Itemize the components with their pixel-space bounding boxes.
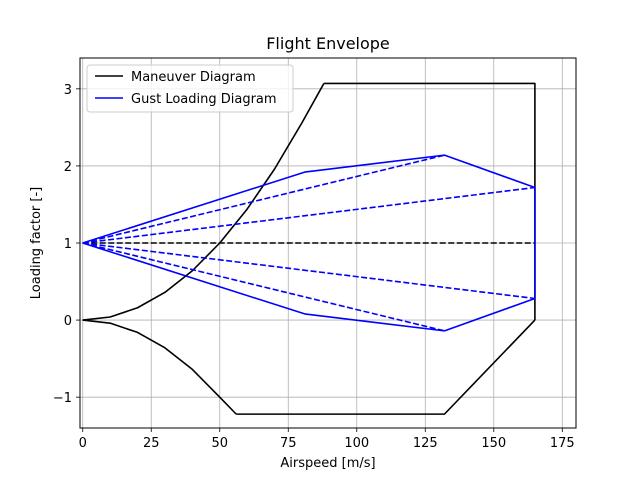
maneuver-solid-line [82, 83, 325, 321]
x-tick-label: 150 [481, 436, 506, 451]
y-tick-label: 3 [64, 83, 72, 98]
legend-label-maneuver: Maneuver Diagram [131, 70, 256, 85]
legend: Maneuver Diagram Gust Loading Diagram [86, 64, 294, 113]
axis-ticks: 0 25 50 75 100 125 150 175 −1 0 1 2 3 [53, 83, 575, 451]
x-tick-label: 175 [550, 436, 575, 451]
chart-title: Flight Envelope [266, 34, 390, 53]
plot-series [82, 82, 536, 415]
y-tick-label: −1 [53, 391, 72, 406]
maneuver-solid-line [82, 319, 237, 415]
y-tick-label: 0 [64, 314, 72, 329]
x-tick-label: 125 [413, 436, 438, 451]
y-tick-label: 2 [64, 160, 72, 175]
gust-dashed-line [82, 242, 535, 300]
y-axis-label: Loading factor [-] [29, 187, 44, 299]
gust-dashed-line [82, 154, 445, 244]
x-tick-label: 25 [143, 436, 160, 451]
legend-box [86, 64, 294, 113]
x-tick-label: 0 [79, 436, 87, 451]
x-axis-label: Airspeed [m/s] [280, 456, 375, 471]
legend-label-gust: Gust Loading Diagram [131, 92, 277, 107]
x-tick-label: 50 [211, 436, 228, 451]
y-tick-label: 1 [64, 237, 72, 252]
gust-dashed-line [82, 186, 535, 244]
gust-solid-line [82, 154, 536, 332]
gust-dashed-line [82, 242, 445, 332]
maneuver-solid-line [236, 319, 536, 415]
x-tick-label: 75 [280, 436, 297, 451]
x-tick-label: 100 [344, 436, 369, 451]
